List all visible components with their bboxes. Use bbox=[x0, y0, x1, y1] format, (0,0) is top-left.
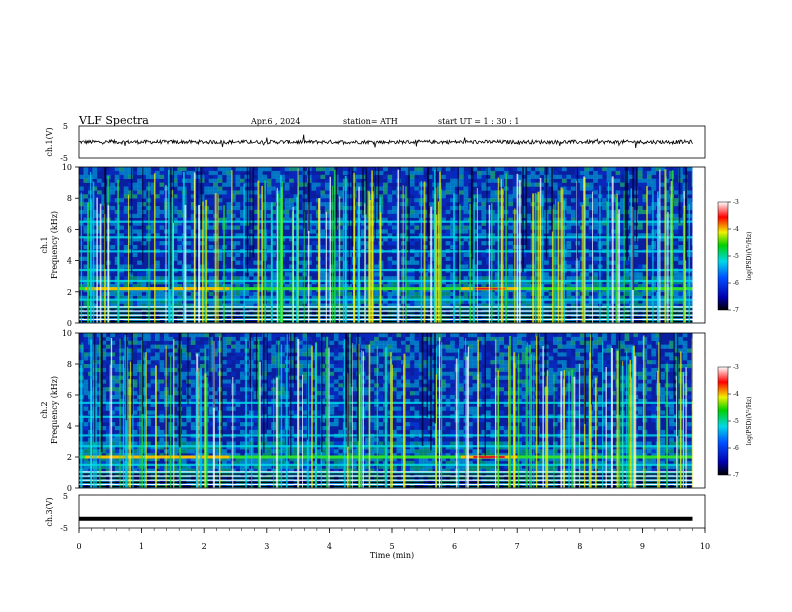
frequency-tick-label: 8 bbox=[67, 194, 72, 203]
ch1-spectrogram-ylabel: ch.1 bbox=[40, 236, 49, 253]
ch2-colorbar-label: log(PSD)(V²/Hz) bbox=[746, 397, 753, 446]
x-tick-label: 1 bbox=[139, 542, 144, 551]
x-tick-label: 9 bbox=[640, 542, 645, 551]
x-tick-label: 10 bbox=[700, 542, 710, 551]
frequency-tick-label: 2 bbox=[67, 288, 72, 297]
frequency-tick-label: 2 bbox=[67, 453, 72, 462]
ch1-ytick-top: 5 bbox=[63, 122, 68, 131]
colorbar-tick-label: -4 bbox=[733, 226, 739, 233]
colorbar-tick-label: -6 bbox=[733, 445, 739, 452]
frequency-tick-label: 10 bbox=[62, 163, 72, 172]
colorbar-tick-label: -3 bbox=[733, 364, 739, 371]
ch3-waveform-ylabel: ch.3(V) bbox=[45, 497, 54, 526]
ch2-spectrogram-ylabel: ch.2 bbox=[40, 401, 49, 418]
ch1-spectrogram-panel: 0 2 4 6 8 10 ch.1 Frequency (kHz) bbox=[40, 163, 706, 328]
x-axis-label: Time (min) bbox=[370, 551, 414, 560]
start-ut-label: start UT = 1 : 30 : 1 bbox=[438, 117, 519, 126]
station-label: station= ATH bbox=[343, 117, 398, 126]
ch1-ytick-bottom: -5 bbox=[60, 154, 68, 163]
colorbar-tick-label: -6 bbox=[733, 280, 739, 287]
ch1-colorbar: -3 -4 -5 -6 -7 log(PSD)(V²/Hz) bbox=[717, 199, 753, 314]
ch2-frequency-ylabel: Frequency (kHz) bbox=[50, 376, 59, 444]
colorbar-tick-label: -5 bbox=[733, 418, 739, 425]
colorbar-tick-label: -7 bbox=[733, 472, 739, 479]
time-x-axis: 0 1 2 3 4 5 6 7 8 9 10 bbox=[76, 528, 710, 551]
frequency-tick-label: 10 bbox=[62, 329, 72, 338]
x-tick-label: 8 bbox=[577, 542, 582, 551]
colorbar-tick-label: -5 bbox=[733, 253, 739, 260]
x-tick-label: 2 bbox=[202, 542, 207, 551]
ch1-waveform-ylabel: ch.1(V) bbox=[45, 127, 54, 156]
ch3-ytick-bottom: -5 bbox=[60, 524, 68, 533]
ch1-waveform-panel: 5 -5 ch.1(V) bbox=[45, 122, 706, 163]
ch3-waveform-panel: 5 -5 ch.3(V) bbox=[45, 492, 706, 533]
date-label: Apr.6 , 2024 bbox=[250, 117, 300, 126]
ch2-colorbar: -3 -4 -5 -6 -7 log(PSD)(V²/Hz) bbox=[717, 364, 753, 479]
frequency-tick-label: 8 bbox=[67, 360, 72, 369]
frequency-tick-label: 6 bbox=[67, 225, 72, 234]
x-tick-label: 3 bbox=[264, 542, 269, 551]
ch1-spectrogram bbox=[79, 167, 706, 324]
frequency-tick-label: 4 bbox=[67, 422, 72, 431]
colorbar-tick-label: -3 bbox=[733, 199, 739, 206]
x-tick-label: 0 bbox=[76, 542, 81, 551]
x-tick-label: 4 bbox=[327, 542, 332, 551]
x-tick-label: 5 bbox=[389, 542, 394, 551]
frequency-tick-label: 4 bbox=[67, 257, 72, 266]
frequency-tick-label: 0 bbox=[67, 319, 72, 328]
ch3-waveform-trace bbox=[79, 516, 693, 521]
ch3-ytick-top: 5 bbox=[63, 492, 68, 501]
colorbar-tick-label: -7 bbox=[733, 307, 739, 314]
frequency-tick-label: 6 bbox=[67, 391, 72, 400]
ch2-spectrogram-panel: 0 2 4 6 8 10 ch.2 Frequency (kHz) bbox=[40, 329, 706, 493]
ch2-spectrogram bbox=[79, 333, 706, 489]
ch1-frequency-ylabel: Frequency (kHz) bbox=[50, 211, 59, 279]
x-tick-label: 6 bbox=[452, 542, 457, 551]
ch1-colorbar-label: log(PSD)(V²/Hz) bbox=[746, 232, 753, 281]
frequency-tick-label: 0 bbox=[67, 484, 72, 493]
ch1-waveform-trace bbox=[78, 134, 693, 149]
colorbar-tick-label: -4 bbox=[733, 391, 739, 398]
x-tick-label: 7 bbox=[515, 542, 520, 551]
figure-title: VLF Spectra bbox=[78, 114, 149, 127]
